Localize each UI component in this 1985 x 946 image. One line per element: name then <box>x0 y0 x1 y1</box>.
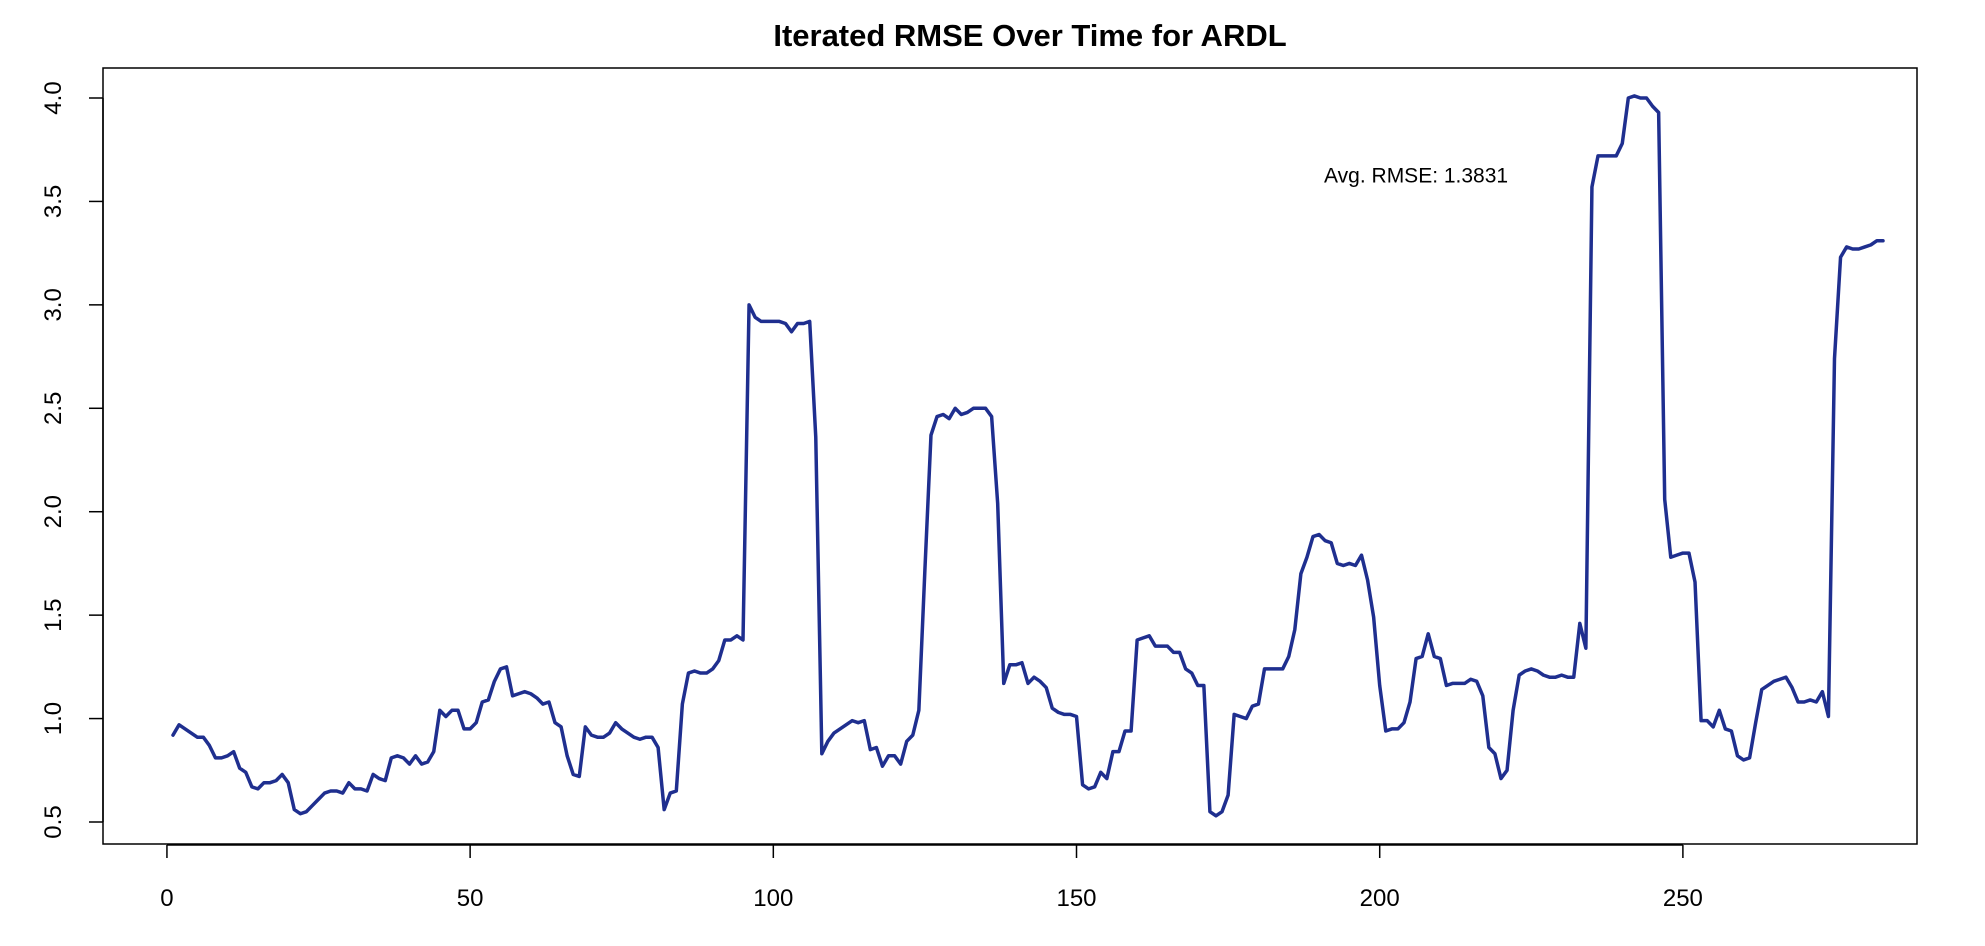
x-tick-label: 50 <box>457 885 484 912</box>
series-group <box>171 94 1885 818</box>
y-tick-label: 3.5 <box>40 185 67 218</box>
y-tick-label: 2.0 <box>40 495 67 528</box>
y-tick-label: 1.5 <box>40 598 67 631</box>
x-tick-label: 200 <box>1360 885 1400 912</box>
y-tick-label: 2.5 <box>40 392 67 425</box>
y-tick-label: 4.0 <box>40 81 67 114</box>
y-tick-label: 1.0 <box>40 702 67 735</box>
x-tick-label: 100 <box>753 885 793 912</box>
plot-frame <box>102 67 1918 845</box>
x-tick-label: 250 <box>1663 885 1703 912</box>
y-tick-label: 3.0 <box>40 288 67 321</box>
x-tick-label: 0 <box>160 885 173 912</box>
avg-rmse-annotation: Avg. RMSE: 1.3831 <box>1324 165 1508 188</box>
x-axis: 0 50 100 150 200 250 <box>160 844 1703 912</box>
chart-title: Iterated RMSE Over Time for ARDL <box>773 18 1286 53</box>
x-tick-label: 150 <box>1056 885 1096 912</box>
rmse-series-line <box>171 94 1885 818</box>
y-axis: 0.5 1.0 1.5 2.0 2.5 3.0 3.5 4.0 <box>40 81 104 839</box>
y-tick-label: 0.5 <box>40 805 67 838</box>
